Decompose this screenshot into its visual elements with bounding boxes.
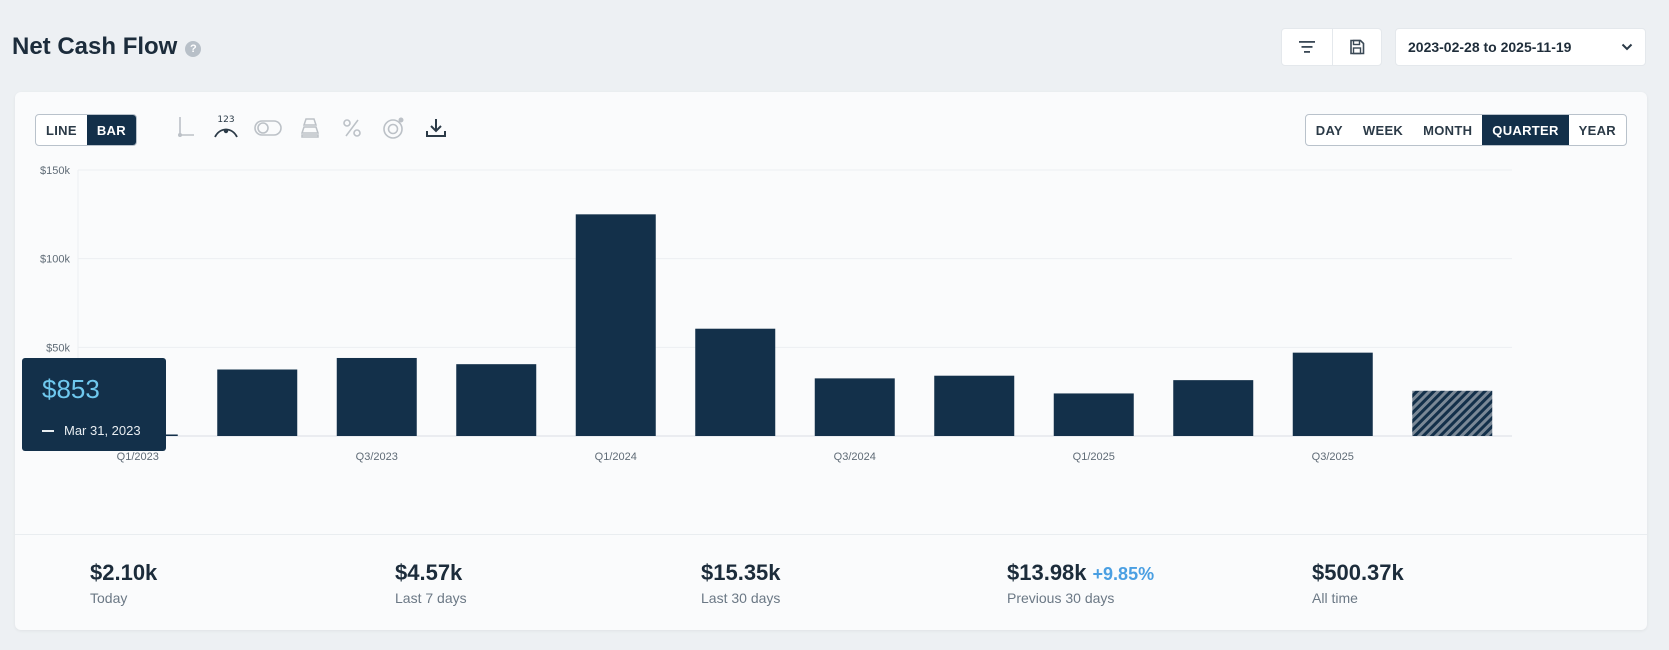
chart-card: LINE BAR 123 [15, 92, 1647, 630]
line-chart-button[interactable]: LINE [46, 122, 77, 138]
period-year-button[interactable]: YEAR [1578, 122, 1616, 138]
period-day-button[interactable]: DAY [1315, 122, 1343, 138]
chart-type-toggle: LINE BAR [35, 114, 137, 146]
bar-chart: $0$50k$100k$150kQ1/2023Q3/2023Q1/2024Q3/… [40, 165, 1512, 463]
toggle-icon [254, 120, 282, 136]
x-tick-label: Q3/2025 [1312, 451, 1354, 463]
data-labels-icon: 123 [214, 115, 238, 138]
stat-label: Today [90, 590, 128, 606]
bar-q2-2023[interactable] [217, 369, 298, 437]
bar-chart-button[interactable]: BAR [86, 115, 136, 145]
page-title-text: Net Cash Flow [12, 33, 178, 60]
save-button[interactable] [1331, 29, 1382, 65]
bar-q3-2024[interactable] [814, 378, 895, 436]
stat-label: All time [1312, 590, 1358, 606]
bar-q3-2023[interactable] [336, 357, 417, 436]
stat-last-30-days: $15.35k Last 30 days [701, 560, 781, 606]
stack-tool[interactable] [294, 112, 326, 144]
period-quarter-button[interactable]: QUARTER [1482, 115, 1569, 145]
page-header: Net Cash Flow ? 2023-02-28 to 2025-11-19 [0, 0, 1669, 92]
stat-label: Previous 30 days [1007, 590, 1115, 606]
axis-icon [178, 117, 194, 137]
toggle-tool[interactable] [252, 112, 284, 144]
bar-q4-2025[interactable] [1412, 390, 1493, 436]
bar-q2-2025[interactable] [1173, 380, 1254, 436]
help-icon[interactable]: ? [185, 40, 202, 57]
stat-last-7-days: $4.57k Last 7 days [395, 560, 467, 606]
bar-q1-2024[interactable] [575, 214, 656, 436]
tooltip-value: $853 [42, 374, 100, 404]
date-range-picker[interactable]: 2023-02-28 to 2025-11-19 [1395, 28, 1646, 66]
filter-button[interactable] [1282, 29, 1332, 65]
x-tick-label: Q1/2025 [1073, 451, 1115, 463]
chevron-down-icon [1621, 43, 1633, 51]
stat-all-time: $500.37k All time [1312, 560, 1404, 606]
axis-tool[interactable] [168, 112, 200, 144]
stat-value: $500.37k [1312, 560, 1404, 585]
tooltip-date: Mar 31, 2023 [64, 423, 141, 438]
bar-q4-2023[interactable] [456, 364, 537, 436]
x-tick-label: Q1/2024 [595, 451, 637, 463]
data-labels-badge: 123 [217, 115, 234, 125]
download-button[interactable] [420, 112, 452, 144]
save-icon [1349, 39, 1365, 55]
bar-q4-2024[interactable] [934, 375, 1015, 436]
period-month-button[interactable]: MONTH [1423, 122, 1473, 138]
data-labels-tool[interactable]: 123 [210, 112, 242, 144]
chart-tooltip: $853 Mar 31, 2023 [22, 358, 166, 451]
y-tick-label: $50k [46, 342, 70, 354]
chart-tools: 123 [168, 112, 452, 144]
bar-q3-2025[interactable] [1292, 352, 1373, 436]
y-tick-label: $150k [40, 165, 70, 177]
period-week-button[interactable]: WEEK [1362, 122, 1404, 138]
page-title: Net Cash Flow ? [12, 33, 202, 61]
filter-icon [1298, 41, 1315, 53]
bar-q2-2024[interactable] [695, 328, 776, 436]
tooltip-series-marker [42, 429, 54, 432]
percent-tool[interactable] [336, 112, 368, 144]
stat-value: $13.98k [1007, 560, 1087, 585]
bar-q1-2025[interactable] [1053, 393, 1134, 436]
date-range-value: 2023-02-28 to 2025-11-19 [1408, 39, 1572, 55]
stat-value-row: $13.98k +9.85% [1007, 560, 1154, 586]
stat-value: $2.10k [90, 560, 158, 585]
download-icon [426, 119, 446, 137]
stack-icon [300, 118, 320, 138]
stat-value: $15.35k [701, 560, 781, 585]
stat-label: Last 7 days [395, 590, 467, 606]
percent-icon [343, 119, 361, 137]
header-icon-group [1281, 28, 1382, 66]
stat-previous-30-days: $13.98k +9.85% Previous 30 days [1007, 560, 1154, 606]
stat-value: $4.57k [395, 560, 463, 585]
stat-label: Last 30 days [701, 590, 781, 606]
stat-change: +9.85% [1092, 564, 1155, 584]
tooltip-date-row: Mar 31, 2023 [42, 423, 146, 438]
x-tick-label: Q3/2024 [834, 451, 876, 463]
target-icon [383, 117, 404, 139]
x-tick-label: Q1/2023 [117, 451, 159, 463]
y-tick-label: $100k [40, 254, 70, 266]
x-tick-label: Q3/2023 [356, 451, 398, 463]
target-tool[interactable] [378, 112, 410, 144]
stats-divider [15, 534, 1647, 535]
period-toggle: DAY WEEK MONTH QUARTER YEAR [1304, 114, 1627, 146]
stat-today: $2.10k Today [90, 560, 157, 606]
